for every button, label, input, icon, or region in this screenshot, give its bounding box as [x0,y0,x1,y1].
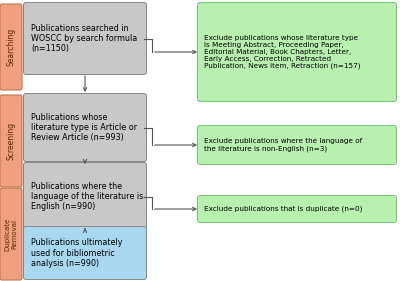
Text: Searching: Searching [6,28,16,66]
Text: Publications ultimately
used for bibliometric
analysis (n=990): Publications ultimately used for bibliom… [31,238,122,268]
FancyBboxPatch shape [198,196,396,223]
FancyBboxPatch shape [24,3,146,74]
FancyBboxPatch shape [0,95,22,187]
Text: Publications whose
literature type is Article or
Review Article (n=993): Publications whose literature type is Ar… [31,113,137,142]
FancyBboxPatch shape [198,126,396,164]
FancyBboxPatch shape [24,162,146,230]
Text: Exclude publications where the language of
the literature is non-English (n=3): Exclude publications where the language … [204,138,362,152]
FancyBboxPatch shape [24,226,146,280]
Text: Exclude publications that is duplicate (n=0): Exclude publications that is duplicate (… [204,206,362,212]
FancyBboxPatch shape [198,3,396,101]
Text: Screening: Screening [6,122,16,160]
FancyBboxPatch shape [0,188,22,280]
Text: Exclude publications whose literature type
is Meeting Abstract, Proceeding Paper: Exclude publications whose literature ty… [204,35,360,69]
FancyBboxPatch shape [24,94,146,162]
Text: Publications searched in
WOSCC by search formula
(n=1150): Publications searched in WOSCC by search… [31,24,137,53]
FancyBboxPatch shape [0,4,22,90]
Text: Publications where the
language of the literature is
English (n=990): Publications where the language of the l… [31,182,143,211]
Text: Duplicate
Removal: Duplicate Removal [4,217,18,251]
